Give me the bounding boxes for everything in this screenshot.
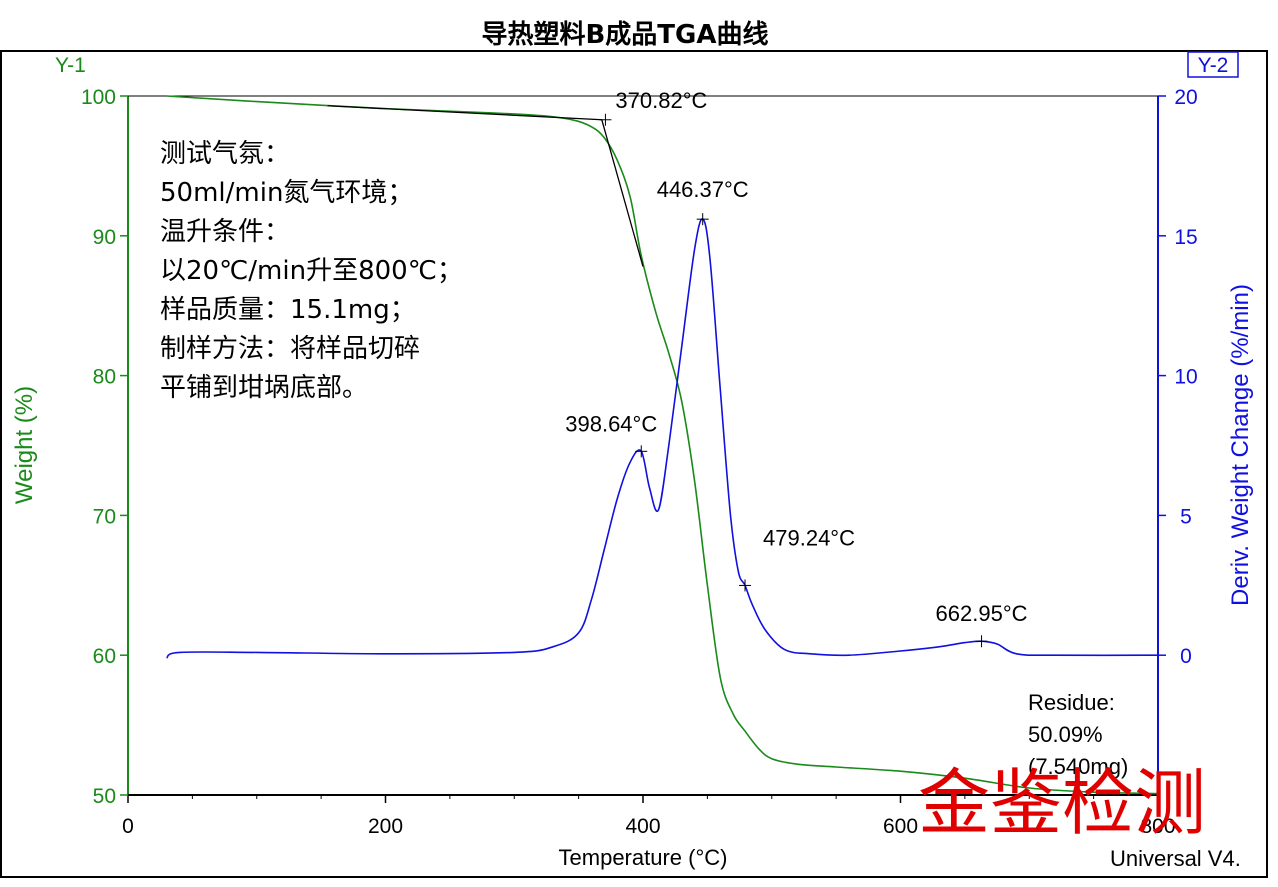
residue-line: 50.09% bbox=[1028, 722, 1103, 747]
y-left-tick-label: 100 bbox=[81, 86, 116, 109]
annotation-label: 398.64°C bbox=[565, 411, 657, 436]
y-right-tick-label: 20 bbox=[1174, 86, 1197, 109]
chart-frame bbox=[0, 50, 1268, 878]
annotation-label: 479.24°C bbox=[763, 525, 855, 550]
note-line: 平铺到坩埚底部。 bbox=[160, 373, 368, 403]
note-line: 制样方法：将样品切碎 bbox=[160, 334, 420, 364]
y-right-tick-label: 10 bbox=[1174, 366, 1197, 389]
y-right-tick-label: 5 bbox=[1180, 505, 1192, 528]
x-tick-label: 800 bbox=[1140, 815, 1175, 838]
x-tick-label: 600 bbox=[883, 815, 918, 838]
y-left-tick-label: 80 bbox=[93, 366, 116, 389]
y-left-tick-label: 90 bbox=[93, 226, 116, 249]
residue-line: (7.540mg) bbox=[1028, 754, 1128, 779]
footer-label: Universal V4. bbox=[1110, 846, 1241, 871]
residue-line: Residue: bbox=[1028, 690, 1115, 715]
note-line: 以20℃/min升至800℃； bbox=[160, 256, 463, 286]
watermark: 金鉴检测 bbox=[918, 761, 1206, 845]
note-line: 温升条件： bbox=[160, 217, 290, 247]
y-left-label: Weight (%) bbox=[11, 386, 38, 504]
y-left-tick-label: 60 bbox=[93, 645, 116, 668]
y-right-tick-label: 15 bbox=[1174, 226, 1197, 249]
annotation-label: 446.37°C bbox=[657, 177, 749, 202]
note-line: 测试气氛： bbox=[160, 139, 290, 169]
y-left-tick-label: 50 bbox=[93, 785, 116, 808]
note-line: 50ml/min氮气环境； bbox=[160, 178, 413, 208]
x-label: Temperature (°C) bbox=[559, 845, 728, 870]
x-tick-label: 400 bbox=[625, 815, 660, 838]
y2-tag: Y-2 bbox=[1198, 54, 1229, 77]
series-weight-line bbox=[166, 95, 1159, 795]
y-right-label: Deriv. Weight Change (%/min) bbox=[1227, 284, 1254, 606]
note-line: 样品质量：15.1mg； bbox=[160, 295, 416, 325]
test-conditions-note: 测试气氛： 50ml/min氮气环境； 温升条件： 以20℃/min升至800℃； 样品… bbox=[160, 139, 463, 403]
x-tick-label: 200 bbox=[368, 815, 403, 838]
y1-tag: Y-1 bbox=[55, 54, 86, 77]
annotation-label: 370.82°C bbox=[615, 88, 707, 113]
x-tick-label: 0 bbox=[122, 815, 134, 838]
chart-title: 导热塑料B成品TGA曲线 bbox=[481, 20, 768, 50]
y-left-tick-label: 70 bbox=[93, 505, 116, 528]
series-deriv-line bbox=[166, 218, 1159, 659]
annotations: 370.82°C 398.64°C 446.37°C 479.24°C 662.95°C bbox=[565, 88, 1028, 648]
y2-tag-box bbox=[1187, 51, 1239, 78]
annotation-label: 662.95°C bbox=[936, 601, 1028, 626]
y-right-tick-label: 0 bbox=[1180, 645, 1192, 668]
residue-label: Residue: 50.09% (7.540mg) bbox=[1028, 690, 1128, 779]
